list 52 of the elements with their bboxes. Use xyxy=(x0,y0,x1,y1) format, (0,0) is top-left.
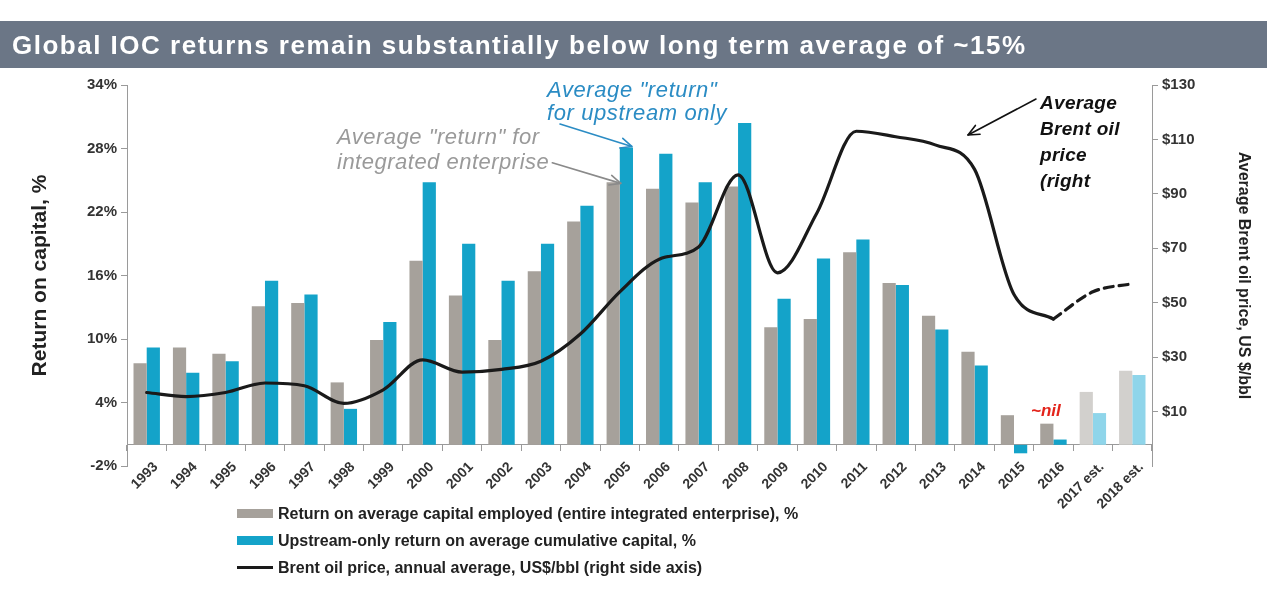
annotation: ~nil xyxy=(1031,401,1061,420)
bar xyxy=(225,361,239,445)
bar xyxy=(659,153,673,445)
bar xyxy=(264,280,279,445)
y-tick-label: 22% xyxy=(86,202,117,220)
bar xyxy=(146,347,160,445)
annotation: Average "return" for integrated enterprise xyxy=(337,124,550,174)
y2-tick-label: $50 xyxy=(1162,292,1188,310)
y2-tick-label: $90 xyxy=(1162,184,1188,201)
legend-label: Brent oil price, annual average, US$/bbl (right side axis) xyxy=(278,558,703,577)
annotation: Average Brent oil price (right xyxy=(1040,92,1120,191)
legend-label: Upstream-only return on average cumulative capital, % xyxy=(278,531,696,550)
bar xyxy=(462,243,476,445)
y2-tick-label: $70 xyxy=(1162,238,1188,256)
bar xyxy=(777,298,791,445)
bar xyxy=(1053,439,1067,445)
y-tick-label: -2% xyxy=(90,456,117,474)
bar xyxy=(1079,391,1093,445)
bar xyxy=(580,205,594,445)
bar xyxy=(816,258,831,445)
bar xyxy=(738,123,752,445)
bar xyxy=(935,329,949,445)
y2-tick-label: $30 xyxy=(1162,347,1188,365)
bar xyxy=(974,365,988,445)
bar xyxy=(856,239,870,445)
bar xyxy=(1092,413,1107,445)
y-tick-label: 28% xyxy=(86,138,117,156)
bar xyxy=(1014,444,1028,454)
bar xyxy=(1119,370,1133,445)
legend-label: Return on average capital employed (entire integrated enterprise), % xyxy=(278,504,799,523)
bar xyxy=(540,243,555,445)
y2-tick-label: $10 xyxy=(1162,401,1188,419)
bar xyxy=(1132,374,1146,445)
annotation: Average "return" for upstream only xyxy=(547,77,728,125)
bar xyxy=(619,147,633,445)
y-axis-title: Return on capital, % xyxy=(27,174,51,377)
bar xyxy=(895,285,909,445)
y-tick-label: 4% xyxy=(95,392,117,410)
y2-axis-title: Average Brent oil price, US $/bbl xyxy=(1235,151,1253,400)
y-tick-label: 10% xyxy=(86,329,117,347)
bar xyxy=(501,280,515,445)
y2-tick-label: $130 xyxy=(1162,75,1196,93)
bar xyxy=(304,294,318,445)
bar xyxy=(343,408,358,445)
bar xyxy=(422,182,436,445)
bar xyxy=(383,322,397,445)
y-tick-label: 16% xyxy=(86,265,117,283)
bar xyxy=(186,372,200,445)
bar xyxy=(698,182,712,445)
y2-tick-label: $110 xyxy=(1162,129,1195,147)
chart-title: Global IOC returns remain substantially below long term average of ~15% xyxy=(12,30,1027,61)
y-tick-label: 34% xyxy=(86,75,117,93)
